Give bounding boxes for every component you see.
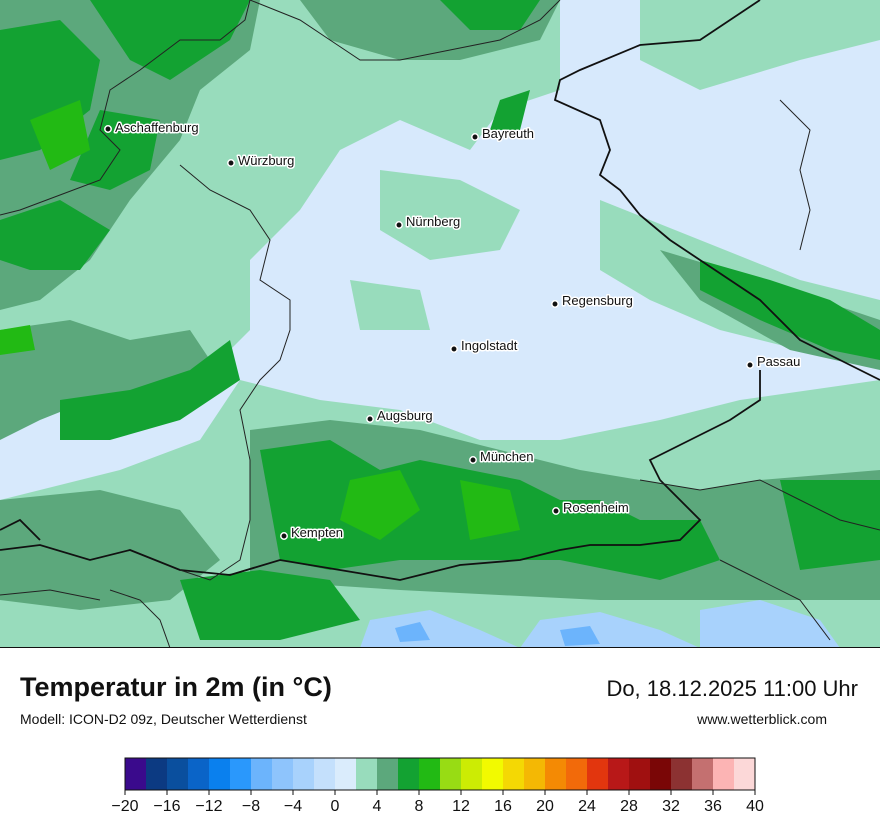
legend-tick-label: 12 bbox=[452, 798, 470, 815]
legend-swatch bbox=[125, 758, 147, 790]
color-legend: −20 −16 −12 −8 −4 0 4 8 12 16 20 24 28 32 36 40 bbox=[111, 757, 764, 815]
legend-swatch bbox=[167, 758, 189, 790]
city-nuernberg: Nürnberg bbox=[395, 213, 462, 231]
city-rosenheim: Rosenheim bbox=[552, 499, 630, 517]
city-label: Regensburg bbox=[562, 293, 633, 308]
legend-swatch bbox=[503, 758, 525, 790]
legend-tick-label: 24 bbox=[578, 798, 596, 815]
legend-tick-label: −4 bbox=[284, 798, 302, 815]
city-marker bbox=[471, 133, 479, 141]
legend-swatch bbox=[545, 758, 567, 790]
city-aschaffenburg: Aschaffenburg bbox=[104, 119, 200, 137]
city-marker bbox=[450, 345, 458, 353]
legend-swatch bbox=[230, 758, 252, 790]
legend-tick-label: 40 bbox=[746, 798, 764, 815]
temperature-band-8-12 bbox=[0, 100, 520, 540]
country-border bbox=[0, 0, 880, 581]
city-passau: Passau bbox=[746, 353, 802, 371]
legend-ticks: −20 −16 −12 −8 −4 0 4 8 12 16 20 24 28 32 36 40 bbox=[111, 790, 764, 815]
legend-swatch bbox=[482, 758, 504, 790]
city-label: Passau bbox=[757, 354, 800, 369]
state-border bbox=[0, 0, 880, 648]
forecast-datetime: Do, 18.12.2025 11:00 Uhr bbox=[606, 676, 858, 701]
legend-swatch bbox=[734, 758, 756, 790]
legend-swatch bbox=[671, 758, 693, 790]
city-label: Augsburg bbox=[377, 408, 433, 423]
legend-swatch bbox=[335, 758, 357, 790]
city-regensburg: Regensburg bbox=[551, 292, 634, 310]
city-augsburg: Augsburg bbox=[366, 407, 434, 425]
city-kempten: Kempten bbox=[280, 524, 345, 542]
city-label: Würzburg bbox=[238, 153, 294, 168]
legend-swatch bbox=[692, 758, 714, 790]
legend-swatch bbox=[566, 758, 588, 790]
city-marker bbox=[366, 415, 374, 423]
city-bayreuth: Bayreuth bbox=[471, 125, 536, 143]
city-marker bbox=[746, 361, 754, 369]
legend-swatch bbox=[440, 758, 462, 790]
temperature-map: Aschaffenburg Würzburg Bayreuth Nürnberg… bbox=[0, 0, 880, 648]
city-label: Rosenheim bbox=[563, 500, 629, 515]
legend-tick-label: 4 bbox=[373, 798, 382, 815]
city-label: Ingolstadt bbox=[461, 338, 518, 353]
legend-tick-label: 20 bbox=[536, 798, 554, 815]
legend-tick-label: 8 bbox=[415, 798, 424, 815]
city-label: Kempten bbox=[291, 525, 343, 540]
legend-swatch bbox=[251, 758, 273, 790]
legend-swatch bbox=[461, 758, 483, 790]
legend-tick-label: 36 bbox=[704, 798, 722, 815]
info-footer: Temperatur in 2m (in °C) Modell: ICON-D2… bbox=[0, 648, 880, 830]
city-label: Nürnberg bbox=[406, 214, 460, 229]
city-marker bbox=[552, 507, 560, 515]
legend-tick-label: 32 bbox=[662, 798, 680, 815]
website-link[interactable]: www.wetterblick.com bbox=[697, 711, 827, 727]
legend-tick-label: −8 bbox=[242, 798, 260, 815]
city-marker bbox=[227, 159, 235, 167]
city-label: Bayreuth bbox=[482, 126, 534, 141]
city-wuerzburg: Würzburg bbox=[227, 152, 296, 170]
legend-swatch bbox=[377, 758, 399, 790]
legend-swatch bbox=[272, 758, 294, 790]
legend-swatch bbox=[314, 758, 336, 790]
city-muenchen: München bbox=[469, 448, 535, 466]
legend-swatches bbox=[124, 757, 756, 791]
legend-swatch bbox=[188, 758, 210, 790]
map-canvas: Aschaffenburg Würzburg Bayreuth Nürnberg… bbox=[0, 0, 880, 648]
legend-swatch bbox=[398, 758, 420, 790]
legend-tick-label: −16 bbox=[153, 798, 180, 815]
city-ingolstadt: Ingolstadt bbox=[450, 337, 519, 355]
legend-swatch bbox=[209, 758, 231, 790]
legend-swatch bbox=[713, 758, 735, 790]
legend-swatch bbox=[146, 758, 168, 790]
city-label: Aschaffenburg bbox=[115, 120, 199, 135]
legend-tick-label: 28 bbox=[620, 798, 638, 815]
model-info: Modell: ICON-D2 09z, Deutscher Wetterdie… bbox=[20, 711, 307, 727]
legend-swatch bbox=[608, 758, 630, 790]
city-marker bbox=[395, 221, 403, 229]
legend-tick-label: 16 bbox=[494, 798, 512, 815]
legend-tick-label: 0 bbox=[331, 798, 340, 815]
legend-frame bbox=[124, 757, 756, 791]
city-marker bbox=[280, 532, 288, 540]
legend-swatch bbox=[524, 758, 546, 790]
city-label: München bbox=[480, 449, 533, 464]
city-marker bbox=[104, 125, 112, 133]
temperature-band-very-cold bbox=[395, 622, 600, 646]
legend-tick-label: −12 bbox=[195, 798, 222, 815]
legend-tick-label: −20 bbox=[111, 798, 138, 815]
legend-swatch bbox=[419, 758, 441, 790]
legend-swatch bbox=[587, 758, 609, 790]
legend-swatch bbox=[629, 758, 651, 790]
legend-swatch bbox=[650, 758, 672, 790]
legend-swatch bbox=[293, 758, 315, 790]
map-title: Temperatur in 2m (in °C) bbox=[20, 672, 332, 702]
city-marker bbox=[469, 456, 477, 464]
city-marker bbox=[551, 300, 559, 308]
legend-swatch bbox=[356, 758, 378, 790]
